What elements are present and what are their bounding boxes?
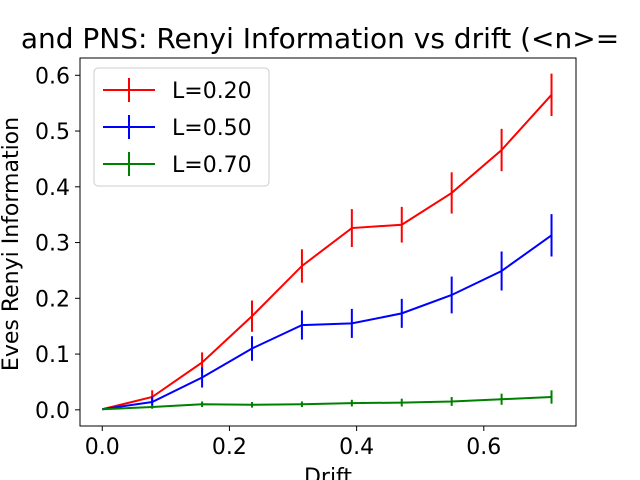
y-tick-label: 0.1	[35, 343, 70, 368]
legend-label: L=0.70	[172, 153, 252, 178]
x-tick-label: 0.0	[85, 435, 120, 460]
y-tick-label: 0.2	[35, 287, 70, 312]
x-axis-label: Drift	[304, 465, 352, 480]
legend-box	[93, 67, 270, 187]
series-line-2	[102, 234, 553, 411]
y-tick-label: 0.5	[35, 120, 70, 145]
y-tick-label: 0.6	[35, 64, 70, 89]
axes-frame	[79, 57, 577, 427]
plot-area: 0.0 0.2 0.4 0.6 0.0 0.1 0.2 0.3 0.4 0.5 0.6	[35, 57, 577, 460]
x-tick-label: 0.2	[212, 435, 247, 460]
legend: L=0.20 L=0.50 L=0.70	[93, 67, 270, 187]
x-tick-label: 0.6	[466, 435, 501, 460]
series-line-1	[102, 94, 553, 411]
legend-label: L=0.20	[172, 79, 252, 104]
y-tick-label: 0.3	[35, 232, 70, 257]
x-tick-label: 0.4	[339, 435, 374, 460]
legend-label: L=0.50	[172, 116, 252, 141]
series-line-3	[102, 396, 552, 411]
chart-title: and PNS: Renyi Information vs drift (<n>…	[21, 22, 619, 55]
y-axis-label: Eves Renyi Information	[0, 117, 24, 371]
y-tick-label: 0.4	[35, 176, 70, 201]
y-tick-label: 0.0	[35, 399, 70, 424]
